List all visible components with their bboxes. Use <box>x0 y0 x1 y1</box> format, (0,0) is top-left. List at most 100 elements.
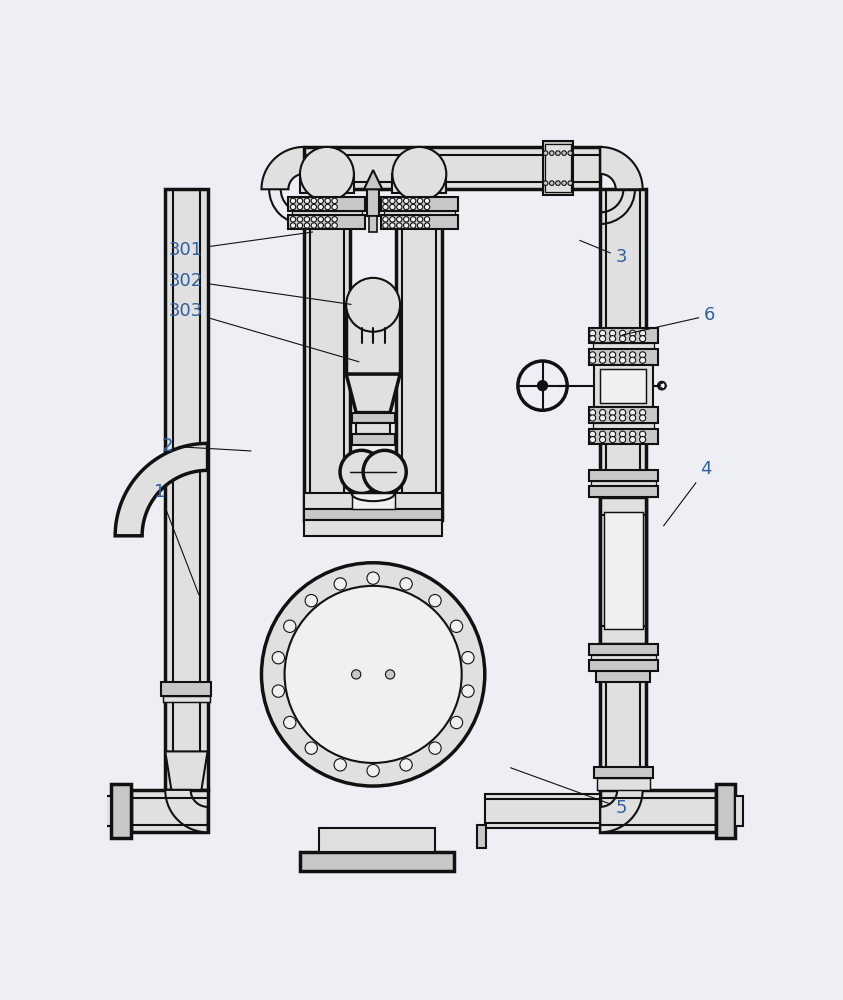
Circle shape <box>261 563 485 786</box>
Circle shape <box>630 357 636 363</box>
Circle shape <box>311 204 316 210</box>
Circle shape <box>367 572 379 584</box>
Circle shape <box>283 620 296 632</box>
Bar <box>352 434 395 445</box>
Circle shape <box>311 217 316 222</box>
Circle shape <box>538 381 547 390</box>
Circle shape <box>556 151 561 155</box>
Bar <box>303 520 443 536</box>
Bar <box>319 828 435 851</box>
Text: 6: 6 <box>622 306 716 335</box>
Circle shape <box>311 198 316 204</box>
Circle shape <box>318 217 324 222</box>
Bar <box>593 423 654 429</box>
Bar <box>392 174 446 193</box>
Circle shape <box>346 278 400 332</box>
Bar <box>163 696 210 702</box>
Circle shape <box>424 217 430 222</box>
Polygon shape <box>346 374 400 413</box>
Circle shape <box>609 330 615 336</box>
Bar <box>477 825 486 848</box>
Circle shape <box>325 204 330 210</box>
Circle shape <box>599 436 605 443</box>
Circle shape <box>396 223 402 228</box>
Bar <box>597 778 650 790</box>
Circle shape <box>396 204 402 210</box>
Bar <box>588 328 658 343</box>
Bar <box>303 493 443 509</box>
Circle shape <box>609 357 615 363</box>
Text: 3: 3 <box>580 240 627 266</box>
Polygon shape <box>364 170 383 189</box>
Circle shape <box>305 595 318 607</box>
Bar <box>346 305 400 374</box>
Bar <box>716 784 735 838</box>
Circle shape <box>589 330 596 336</box>
Polygon shape <box>165 751 207 790</box>
Circle shape <box>640 415 646 421</box>
Bar <box>367 189 379 216</box>
Circle shape <box>589 357 596 363</box>
Circle shape <box>450 716 463 729</box>
Circle shape <box>285 586 462 763</box>
Bar <box>588 407 658 423</box>
Bar <box>604 512 642 629</box>
Circle shape <box>411 198 416 204</box>
Bar <box>161 682 212 696</box>
Bar <box>288 197 365 211</box>
Bar <box>597 671 650 682</box>
Circle shape <box>620 415 626 421</box>
Bar <box>104 796 111 826</box>
Circle shape <box>640 410 646 416</box>
Circle shape <box>630 436 636 443</box>
Circle shape <box>272 652 284 664</box>
Circle shape <box>400 759 412 771</box>
Circle shape <box>640 352 646 358</box>
Bar <box>593 343 654 349</box>
Circle shape <box>543 151 548 155</box>
Circle shape <box>599 336 605 342</box>
Circle shape <box>340 450 383 493</box>
Circle shape <box>589 352 596 358</box>
Circle shape <box>640 336 646 342</box>
Circle shape <box>599 352 605 358</box>
Circle shape <box>318 198 324 204</box>
Bar <box>588 660 658 671</box>
Circle shape <box>385 670 395 679</box>
Circle shape <box>283 716 296 729</box>
Bar <box>485 794 600 828</box>
Bar <box>545 144 571 192</box>
Circle shape <box>620 330 626 336</box>
Circle shape <box>561 181 566 185</box>
Circle shape <box>404 217 409 222</box>
Bar <box>352 413 395 423</box>
Polygon shape <box>261 147 303 189</box>
Circle shape <box>568 181 572 185</box>
Circle shape <box>298 198 303 204</box>
Circle shape <box>290 204 296 210</box>
Circle shape <box>298 204 303 210</box>
Circle shape <box>640 330 646 336</box>
Bar <box>303 220 350 520</box>
Circle shape <box>429 595 441 607</box>
Circle shape <box>389 204 395 210</box>
Circle shape <box>383 223 388 228</box>
Circle shape <box>389 198 395 204</box>
Circle shape <box>300 147 354 201</box>
Circle shape <box>599 330 605 336</box>
Text: 1: 1 <box>153 483 199 595</box>
Polygon shape <box>350 472 384 507</box>
Circle shape <box>424 198 430 204</box>
Circle shape <box>589 431 596 437</box>
Circle shape <box>620 436 626 443</box>
Circle shape <box>599 415 605 421</box>
Circle shape <box>290 223 296 228</box>
Circle shape <box>589 415 596 421</box>
Polygon shape <box>600 147 642 189</box>
Bar <box>594 767 652 778</box>
Bar <box>292 211 362 215</box>
Circle shape <box>404 204 409 210</box>
Circle shape <box>363 450 406 493</box>
Circle shape <box>417 204 423 210</box>
Circle shape <box>417 223 423 228</box>
